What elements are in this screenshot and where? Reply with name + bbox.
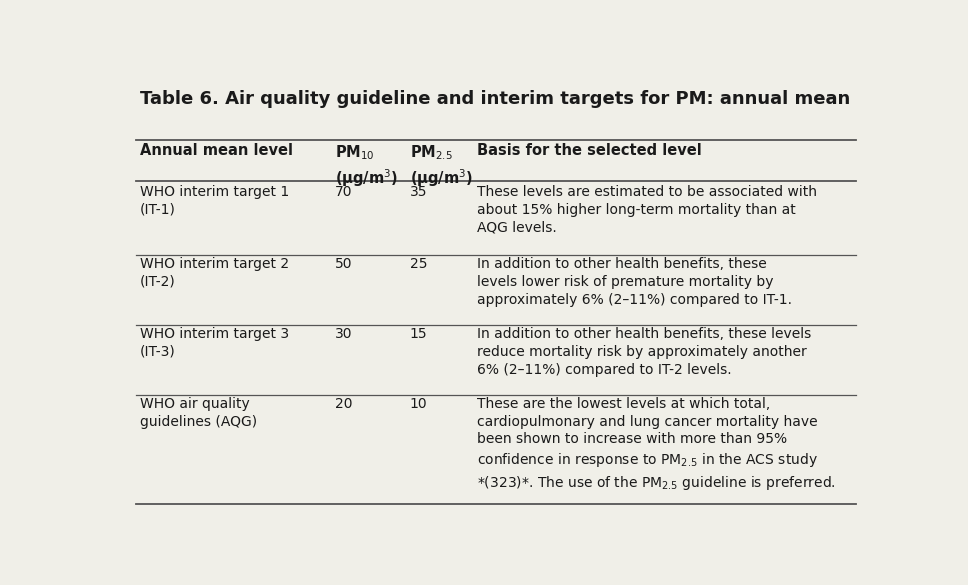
Text: PM$_{10}$
(μg/m$^{3}$): PM$_{10}$ (μg/m$^{3}$) — [335, 143, 398, 188]
Text: Annual mean level: Annual mean level — [139, 143, 292, 158]
Text: 70: 70 — [335, 185, 352, 199]
Text: These levels are estimated to be associated with
about 15% higher long-term mort: These levels are estimated to be associa… — [477, 185, 817, 235]
Text: PM$_{2.5}$
(μg/m$^{3}$): PM$_{2.5}$ (μg/m$^{3}$) — [409, 143, 472, 188]
Text: WHO air quality
guidelines (AQG): WHO air quality guidelines (AQG) — [139, 397, 257, 429]
Text: 10: 10 — [409, 397, 428, 411]
Text: Basis for the selected level: Basis for the selected level — [477, 143, 702, 158]
Text: These are the lowest levels at which total,
cardiopulmonary and lung cancer mort: These are the lowest levels at which tot… — [477, 397, 836, 491]
Text: 15: 15 — [409, 327, 428, 341]
Text: 50: 50 — [335, 257, 352, 271]
Text: In addition to other health benefits, these
levels lower risk of premature morta: In addition to other health benefits, th… — [477, 257, 793, 307]
Text: 25: 25 — [409, 257, 427, 271]
Text: In addition to other health benefits, these levels
reduce mortality risk by appr: In addition to other health benefits, th… — [477, 327, 811, 377]
Text: 35: 35 — [409, 185, 427, 199]
Text: 30: 30 — [335, 327, 352, 341]
Text: WHO interim target 3
(IT-3): WHO interim target 3 (IT-3) — [139, 327, 288, 359]
Text: WHO interim target 1
(IT-1): WHO interim target 1 (IT-1) — [139, 185, 289, 217]
Text: Table 6. Air quality guideline and interim targets for PM: annual mean: Table 6. Air quality guideline and inter… — [139, 91, 850, 108]
Text: 20: 20 — [335, 397, 352, 411]
Text: WHO interim target 2
(IT-2): WHO interim target 2 (IT-2) — [139, 257, 288, 289]
